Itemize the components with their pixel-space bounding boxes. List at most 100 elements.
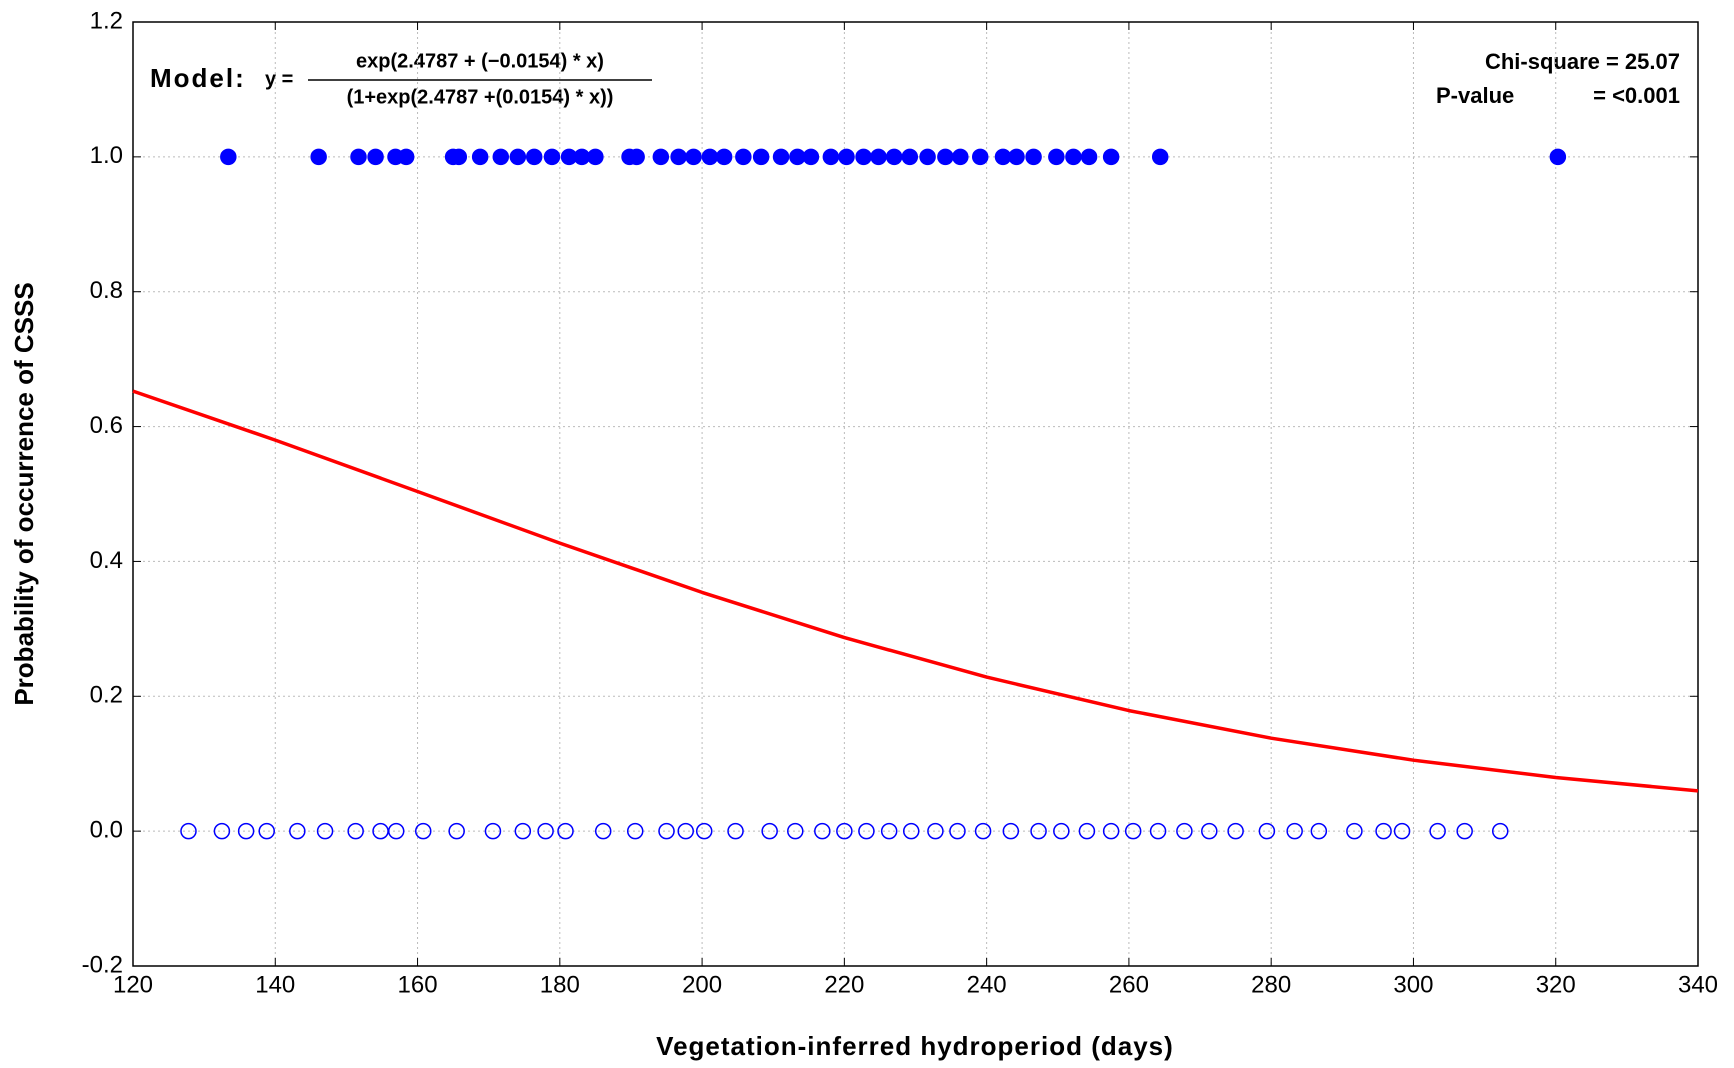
- point: [880, 822, 898, 840]
- point: [670, 148, 687, 166]
- point: [1151, 148, 1169, 166]
- y-tick-label: 0.4: [90, 547, 123, 574]
- point: [471, 148, 489, 166]
- point: [414, 822, 432, 840]
- point: [1025, 148, 1042, 166]
- point: [695, 822, 713, 840]
- point: [180, 822, 197, 840]
- point: [537, 822, 554, 840]
- point: [1201, 822, 1218, 840]
- point: [1491, 822, 1509, 840]
- point: [802, 148, 820, 166]
- point: [1080, 148, 1098, 166]
- point: [258, 822, 275, 840]
- point: [1549, 148, 1567, 166]
- y-tick-label: -0.2: [82, 951, 123, 978]
- point: [587, 148, 604, 166]
- point: [1008, 148, 1025, 166]
- point: [927, 822, 944, 840]
- point: [1053, 822, 1070, 840]
- point: [727, 822, 744, 840]
- y-tick-label: 1.2: [90, 7, 123, 34]
- y-tick-label: 0.8: [90, 277, 123, 304]
- model-denominator: (1+exp(2.4787 +(0.0154) * x)): [347, 86, 614, 108]
- x-tick-label: 320: [1536, 971, 1576, 998]
- point: [814, 822, 831, 840]
- point: [1102, 148, 1120, 166]
- point: [838, 148, 855, 166]
- point: [626, 822, 644, 840]
- point: [919, 148, 936, 166]
- point: [1124, 822, 1142, 840]
- y-tick-label: 0.2: [90, 682, 123, 709]
- point: [949, 822, 966, 840]
- model-label: Model:: [150, 63, 246, 93]
- point: [1346, 822, 1363, 840]
- point: [735, 148, 752, 166]
- plot-frame: [132, 21, 1699, 967]
- y-tick-label: 1.0: [90, 142, 123, 169]
- point: [822, 148, 840, 166]
- y-tick-label: 0.6: [90, 412, 123, 439]
- point: [594, 822, 612, 840]
- point: [448, 822, 465, 840]
- point: [870, 148, 887, 166]
- chi-square: Chi-square = 25.07: [1485, 49, 1680, 74]
- point: [372, 822, 389, 840]
- point: [1456, 822, 1473, 840]
- point: [450, 148, 468, 166]
- x-tick-label: 260: [1109, 971, 1149, 998]
- point: [1002, 822, 1020, 840]
- point: [397, 148, 415, 166]
- x-axis-label: Vegetation-inferred hydroperiod (days): [656, 1031, 1174, 1061]
- point: [1286, 822, 1303, 840]
- point: [685, 148, 702, 166]
- point: [387, 822, 405, 840]
- point: [787, 822, 804, 840]
- point: [1048, 148, 1065, 166]
- point: [310, 148, 327, 166]
- point: [994, 148, 1012, 166]
- x-tick-label: 180: [540, 971, 580, 998]
- point: [573, 148, 591, 166]
- point: [484, 822, 502, 840]
- point: [772, 148, 790, 166]
- point: [289, 822, 306, 840]
- y-axis-label: Probability of occurrence of CSSS: [9, 282, 39, 705]
- x-tick-label: 240: [967, 971, 1007, 998]
- x-tick-label: 280: [1251, 971, 1291, 998]
- point: [1030, 822, 1047, 840]
- point: [1310, 822, 1328, 840]
- point: [855, 148, 872, 166]
- point: [1393, 822, 1411, 840]
- point: [715, 148, 733, 166]
- point: [1258, 822, 1276, 840]
- point: [701, 148, 719, 166]
- point: [901, 148, 919, 166]
- x-tick-label: 300: [1393, 971, 1433, 998]
- point: [220, 148, 237, 166]
- x-tick-label: 140: [255, 971, 295, 998]
- point: [1149, 822, 1167, 840]
- point: [902, 822, 920, 840]
- point: [316, 822, 334, 840]
- x-tick-label: 200: [682, 971, 722, 998]
- point: [1176, 822, 1193, 840]
- x-tick-label: 340: [1678, 971, 1718, 998]
- p-value-label: P-value: [1436, 83, 1514, 108]
- point: [677, 822, 694, 840]
- point: [350, 148, 367, 166]
- point: [543, 148, 561, 166]
- point: [509, 148, 527, 166]
- point: [492, 148, 510, 166]
- point: [658, 822, 675, 840]
- point: [952, 148, 969, 166]
- point: [1429, 822, 1446, 840]
- point: [789, 148, 806, 166]
- point: [971, 148, 989, 166]
- point: [652, 148, 670, 166]
- point: [237, 822, 255, 840]
- point: [514, 822, 532, 840]
- y-tick-label: 0.0: [90, 816, 123, 843]
